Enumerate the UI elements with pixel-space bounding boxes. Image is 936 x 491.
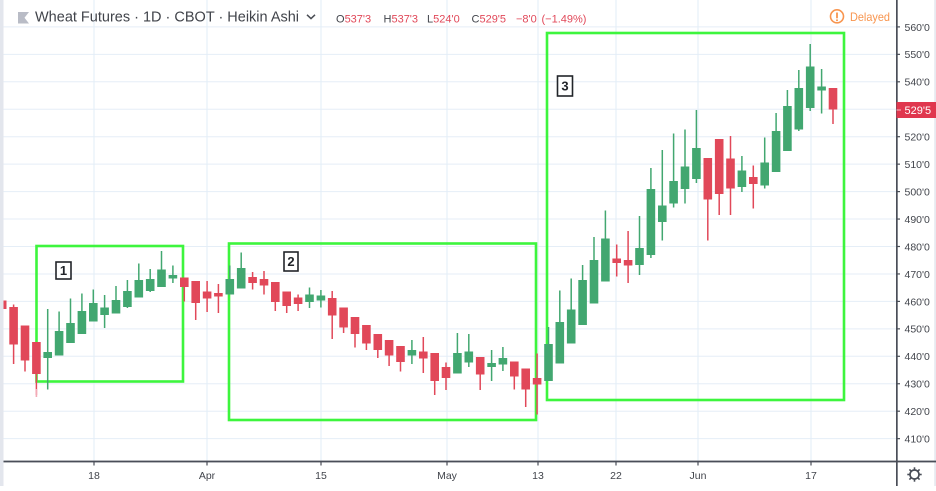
svg-text:17: 17: [805, 470, 817, 482]
svg-text:480'0: 480'0: [905, 241, 931, 253]
svg-text:430'0: 430'0: [905, 379, 931, 391]
svg-text:L524'0: L524'0: [427, 14, 460, 26]
svg-text:410'0: 410'0: [905, 434, 931, 446]
svg-text:550'0: 550'0: [905, 49, 931, 61]
svg-text:3: 3: [561, 79, 568, 94]
svg-text:C529'5: C529'5: [472, 14, 507, 26]
svg-text:Wheat Futures · 1D · CBOT · He: Wheat Futures · 1D · CBOT · Heikin Ashi: [35, 10, 299, 26]
svg-text:H537'3: H537'3: [384, 14, 419, 26]
svg-text:420'0: 420'0: [905, 406, 931, 418]
svg-text:Jun: Jun: [690, 470, 707, 482]
svg-text:529'5: 529'5: [905, 105, 932, 117]
svg-text:540'0: 540'0: [905, 77, 931, 89]
svg-text:460'0: 460'0: [905, 296, 931, 308]
svg-text:560'0: 560'0: [905, 22, 931, 34]
svg-text:520'0: 520'0: [905, 132, 931, 144]
svg-text:Apr: Apr: [199, 470, 216, 482]
svg-text:Delayed: Delayed: [850, 10, 890, 24]
svg-text:O537'3: O537'3: [336, 14, 371, 26]
svg-text:490'0: 490'0: [905, 214, 931, 226]
svg-text:440'0: 440'0: [905, 351, 931, 363]
svg-text:1: 1: [60, 263, 67, 278]
svg-text:−8'0: −8'0: [516, 14, 537, 26]
svg-text:22: 22: [610, 470, 622, 482]
svg-text:15: 15: [315, 470, 327, 482]
svg-text:2: 2: [287, 254, 294, 269]
svg-text:13: 13: [532, 470, 544, 482]
svg-text:510'0: 510'0: [905, 159, 931, 171]
svg-text:500'0: 500'0: [905, 187, 931, 199]
svg-text:18: 18: [88, 470, 100, 482]
svg-text:May: May: [437, 470, 458, 482]
svg-text:(−1.49%): (−1.49%): [542, 14, 587, 26]
svg-text:450'0: 450'0: [905, 324, 931, 336]
svg-text:470'0: 470'0: [905, 269, 931, 281]
